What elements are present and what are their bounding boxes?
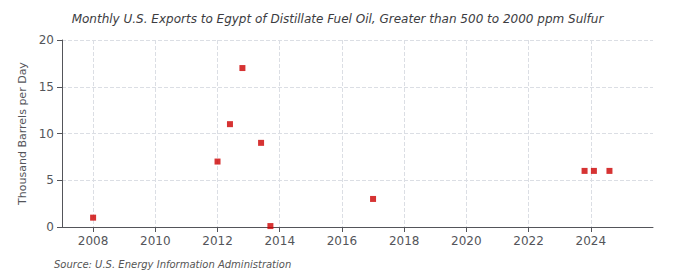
svg-text:2010: 2010 [140,234,171,248]
svg-text:2020: 2020 [451,234,482,248]
svg-text:2024: 2024 [576,234,607,248]
svg-text:2022: 2022 [513,234,544,248]
svg-text:2012: 2012 [202,234,233,248]
svg-text:15: 15 [39,80,54,94]
svg-text:0: 0 [46,220,54,234]
svg-text:5: 5 [46,173,54,187]
svg-text:2018: 2018 [389,234,420,248]
svg-text:2014: 2014 [264,234,295,248]
svg-text:2016: 2016 [327,234,358,248]
svg-text:Thousand Barrels per Day: Thousand Barrels per Day [16,62,29,206]
svg-text:10: 10 [39,127,54,141]
svg-text:20: 20 [39,33,54,47]
svg-text:Monthly U.S. Exports to Egypt: Monthly U.S. Exports to Egypt of Distill… [72,12,605,26]
svg-text:Source: U.S. Energy Informatio: Source: U.S. Energy Information Administ… [54,259,291,270]
svg-text:2008: 2008 [78,234,109,248]
